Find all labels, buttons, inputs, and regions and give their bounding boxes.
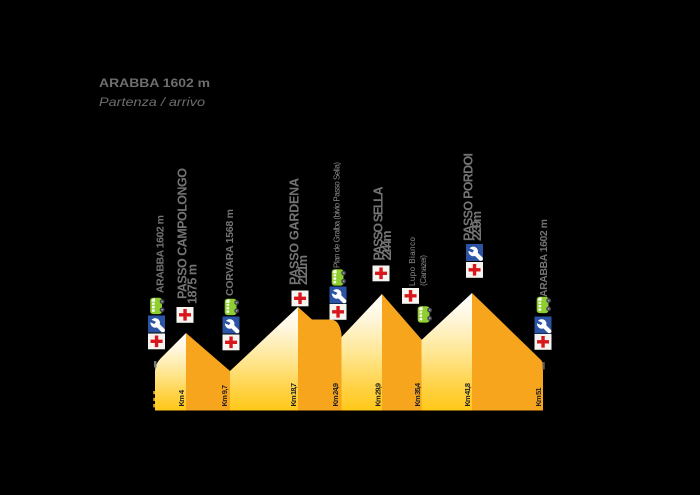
svg-text:2239 m: 2239 m [470,211,484,241]
svg-text:Km 35,4: Km 35,4 [413,382,422,406]
svg-text:PASSO PORDOI: PASSO PORDOI [462,153,476,241]
svg-text:PASSO SELLA: PASSO SELLA [372,187,386,261]
svg-text:PASSO GARDENA: PASSO GARDENA [288,178,302,285]
svg-text:Km 29,9: Km 29,9 [374,383,383,407]
svg-text:Km 18,7: Km 18,7 [289,383,298,407]
svg-text:2121 m: 2121 m [296,255,310,285]
svg-text:Partenza / arrivo: Partenza / arrivo [99,95,205,109]
svg-text:1875 m: 1875 m [186,264,200,304]
svg-text:ARABBA 1602 m: ARABBA 1602 m [538,219,550,297]
svg-text:2244 m: 2244 m [380,231,394,261]
svg-text:Km 41,8: Km 41,8 [463,383,472,407]
svg-text:Km 51: Km 51 [534,388,543,407]
svg-text:PASSO CAMPOLONGO: PASSO CAMPOLONGO [176,168,190,299]
svg-text:Plan de Gralba (bivio Passo Se: Plan de Gralba (bivio Passo Sella) [332,162,341,268]
svg-text:ARABBA 1602 m: ARABBA 1602 m [154,215,166,293]
svg-text:Km 4: Km 4 [177,389,186,406]
svg-text:(Canazei): (Canazei) [419,255,428,286]
svg-text:Km 9,7: Km 9,7 [220,385,229,407]
svg-text:Km 24,9: Km 24,9 [331,383,340,407]
svg-text:ARABBA 1602 m: ARABBA 1602 m [99,76,210,90]
svg-text:CORVARA 1568 m: CORVARA 1568 m [224,209,236,296]
svg-text:Lupo Bianco: Lupo Bianco [408,236,417,286]
